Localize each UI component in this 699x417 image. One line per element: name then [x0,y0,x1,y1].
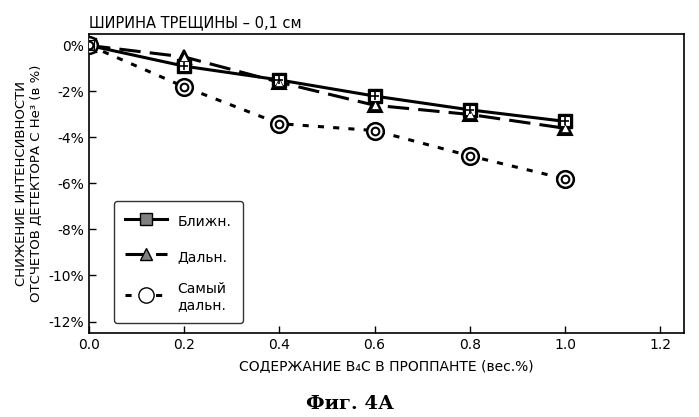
Y-axis label: СНИЖЕНИЕ ИНТЕНСИВНОСТИ
ОТСЧЕТОВ ДЕТЕКТОРА С He³ (в %): СНИЖЕНИЕ ИНТЕНСИВНОСТИ ОТСЧЕТОВ ДЕТЕКТОР… [15,65,43,302]
Legend: Ближн., Дальн., Самый
дальн.: Ближн., Дальн., Самый дальн. [114,201,243,323]
Text: ШИРИНА ТРЕЩИНЫ – 0,1 см: ШИРИНА ТРЕЩИНЫ – 0,1 см [89,15,302,30]
X-axis label: СОДЕРЖАНИЕ B₄C В ПРОППАНТЕ (вес.%): СОДЕРЖАНИЕ B₄C В ПРОППАНТЕ (вес.%) [239,359,534,373]
Text: Фиг. 4А: Фиг. 4А [305,395,394,413]
